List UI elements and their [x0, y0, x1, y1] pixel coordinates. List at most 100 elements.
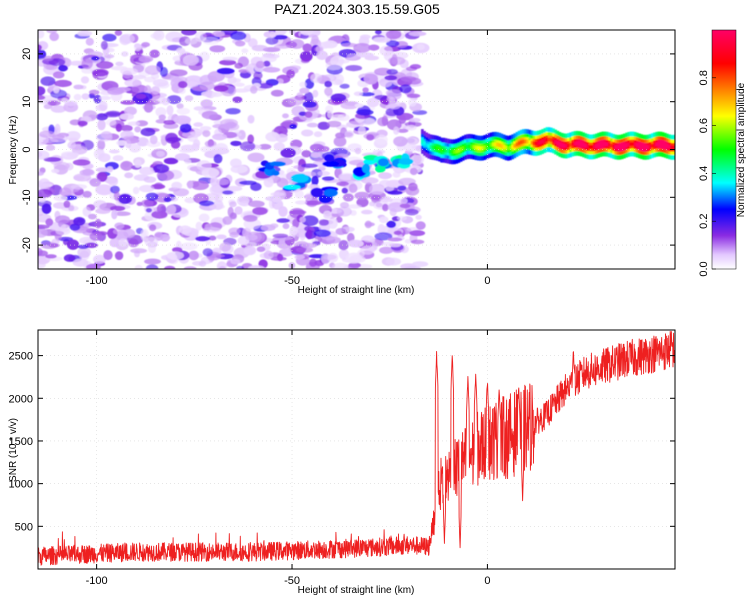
heatmap-noise-blob — [91, 68, 109, 77]
heatmap-noise-blob — [333, 136, 347, 147]
heatmap-noise-blob — [213, 85, 229, 92]
heatmap-noise-blob — [248, 265, 265, 269]
heatmap-noise-blob — [400, 197, 408, 205]
heatmap-noise-blob — [128, 143, 141, 153]
heatmap-noise-blob — [81, 93, 90, 100]
heatmap-noise-blob — [289, 226, 299, 236]
heatmap-noise-blob — [309, 258, 317, 267]
heatmap-ridge-cell — [537, 141, 540, 146]
heatmap-noise-blob — [82, 190, 92, 198]
heatmap-noise-blob — [241, 48, 249, 54]
heatmap-track-blob — [290, 173, 309, 183]
heatmap-noise-blob — [229, 201, 237, 208]
heatmap-noise-blob — [275, 133, 288, 143]
heatmap-noise-blob — [89, 178, 101, 187]
heatmap-noise-blob — [258, 143, 272, 150]
heatmap-ridge-cell — [461, 146, 465, 151]
heatmap-noise-blob — [120, 160, 133, 171]
heatmap-noise-blob — [325, 60, 343, 71]
heatmap-noise-blob — [191, 180, 209, 191]
heatmap-ridge-cell — [666, 144, 669, 149]
heatmap-noise-blob — [156, 150, 165, 157]
heatmap-noise-blob — [412, 261, 429, 267]
heatmap-noise-blob — [366, 134, 375, 141]
heatmap-noise-blob — [379, 45, 393, 56]
heatmap-noise-blob — [150, 183, 166, 190]
heatmap-noise-blob — [286, 69, 295, 79]
heatmap-noise-blob — [115, 61, 124, 66]
heatmap-noise-blob — [38, 44, 42, 51]
heatmap-noise-blob — [327, 252, 339, 263]
heatmap-ridge-cell — [438, 147, 441, 151]
heatmap-noise-blob — [228, 227, 241, 236]
heatmap-ridge-cell — [532, 141, 536, 146]
x-tick-label: 0 — [484, 275, 490, 287]
heatmap-noise-blob — [171, 181, 183, 190]
heatmap-noise-blob — [344, 130, 355, 139]
heatmap-noise-blob — [38, 171, 44, 176]
heatmap-ridge-cell — [425, 143, 429, 147]
heatmap-noise-blob — [112, 155, 124, 162]
heatmap-noise-blob — [59, 187, 72, 197]
heatmap-noise-blob — [289, 39, 305, 49]
heatmap-noise-blob — [315, 45, 324, 53]
heatmap-noise-blob — [38, 150, 50, 160]
heatmap-noise-blob — [349, 159, 367, 166]
heatmap-noise-blob — [179, 123, 192, 133]
heatmap-noise-blob — [159, 67, 168, 77]
heatmap-noise-blob — [305, 229, 313, 240]
heatmap-ridge-cell — [500, 144, 504, 149]
heatmap-noise-blob — [208, 75, 218, 84]
heatmap-ridge-cell — [504, 145, 508, 150]
heatmap-noise-blob — [176, 103, 184, 109]
heatmap-noise-blob — [299, 87, 310, 94]
heatmap-noise-blob — [63, 254, 76, 262]
heatmap-noise-blob — [130, 75, 147, 80]
heatmap-noise-blob — [295, 200, 308, 205]
heatmap-noise-blob — [318, 219, 330, 226]
heatmap-noise-blob — [253, 71, 263, 80]
heatmap-noise-blob — [243, 214, 258, 222]
heatmap-noise-blob — [236, 265, 245, 269]
heatmap-noise-blob — [210, 145, 220, 150]
heatmap-noise-blob — [73, 93, 82, 101]
heatmap-ridge-cell — [599, 142, 603, 147]
heatmap-noise-blob — [178, 87, 186, 95]
heatmap-noise-blob — [273, 44, 291, 49]
heatmap-noise-blob — [156, 203, 167, 214]
heatmap-ridge-cell — [545, 137, 549, 142]
heatmap-noise-blob — [199, 200, 215, 207]
heatmap-noise-blob — [301, 163, 318, 168]
heatmap-noise-blob — [145, 192, 159, 201]
heatmap-noise-blob — [108, 149, 120, 154]
heatmap-ridge-cell — [541, 139, 545, 144]
heatmap-noise-blob — [38, 250, 48, 257]
heatmap-noise-blob — [339, 83, 350, 89]
heatmap-noise-blob — [67, 141, 76, 149]
heatmap-noise-blob — [364, 220, 372, 229]
heatmap-noise-blob — [385, 89, 402, 97]
heatmap-ridge-cell — [562, 143, 566, 148]
heatmap-ridge-cell — [534, 141, 538, 146]
heatmap-noise-blob — [52, 71, 65, 79]
heatmap-noise-blob — [338, 240, 349, 251]
heatmap-noise-blob — [38, 262, 46, 269]
heatmap-noise-blob — [183, 266, 197, 269]
heatmap-ridge-cell — [464, 145, 467, 150]
heatmap-noise-blob — [381, 115, 389, 127]
spectrogram-x-ticks: -100 -50 0 — [86, 30, 490, 287]
heatmap-noise-blob — [95, 208, 111, 214]
heatmap-noise-blob — [173, 115, 192, 125]
heatmap-ridge-cell — [560, 143, 564, 148]
heatmap-noise-blob — [213, 120, 223, 125]
heatmap-noise-blob — [304, 91, 314, 103]
heatmap-noise-blob — [45, 218, 54, 227]
heatmap-noise-blob — [124, 78, 142, 87]
heatmap-ridge-cell — [571, 142, 575, 146]
heatmap-track-blob — [271, 170, 280, 176]
heatmap-noise-blob — [208, 235, 217, 241]
heatmap-noise-blob — [276, 177, 289, 188]
heatmap-noise-blob — [382, 196, 391, 201]
heatmap-ridge-cell — [605, 142, 609, 147]
